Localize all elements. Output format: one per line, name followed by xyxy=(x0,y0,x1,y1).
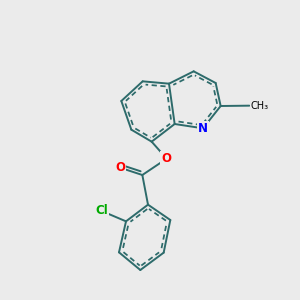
Text: O: O xyxy=(115,161,125,174)
Text: N: N xyxy=(198,122,208,135)
Text: CH₃: CH₃ xyxy=(251,101,269,111)
Text: O: O xyxy=(162,152,172,165)
Text: Cl: Cl xyxy=(95,205,108,218)
